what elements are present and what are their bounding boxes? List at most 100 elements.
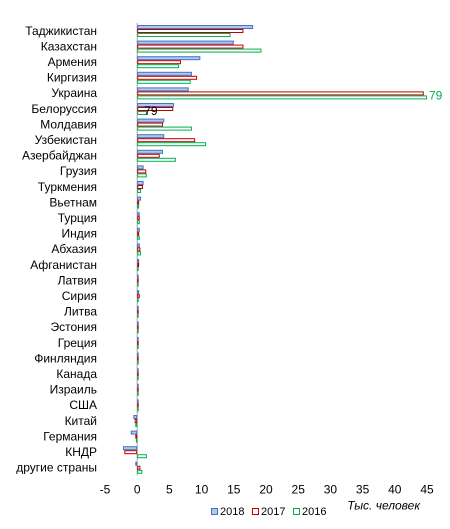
x-tick-label: 10: [195, 482, 209, 496]
x-tick-label: 20: [259, 482, 273, 496]
bar-2018-9: [137, 149, 163, 154]
legend-label-2017: 2017: [261, 506, 285, 518]
bar-2018-3: [137, 56, 201, 61]
category-label: Армения: [48, 55, 97, 69]
bar-2016-9: [137, 157, 176, 162]
bar-2018-19: [137, 305, 139, 310]
category-label: Литва: [64, 305, 97, 319]
bar-2018-17: [137, 274, 139, 279]
bar-2016-28: [137, 454, 147, 459]
bar-2018-23: [137, 368, 139, 373]
bar-2016-18: [137, 298, 139, 303]
category-label: Киргизия: [47, 71, 97, 85]
bar-2018-21: [137, 337, 139, 341]
category-label: Узбекистан: [35, 133, 97, 147]
bar-2016-17: [137, 282, 139, 287]
bar-2016-25: [137, 407, 139, 412]
bar-2017-2: [137, 44, 244, 49]
x-tick-label: 30: [324, 482, 338, 496]
data-label: 79: [429, 88, 443, 102]
bar-2016-22: [137, 360, 139, 365]
category-label: Индия: [62, 227, 97, 241]
bar-2017-4: [137, 75, 198, 80]
category-label: Сирия: [62, 289, 97, 303]
bar-2017-24: [137, 387, 139, 392]
bar-2017-28: [124, 450, 138, 455]
bar-2017-19: [137, 309, 139, 314]
bar-2017-8: [137, 138, 196, 143]
bar-2017-1: [137, 29, 244, 33]
bar-2016-29: [137, 469, 143, 474]
category-label: США: [69, 398, 97, 412]
bar-2017-3: [137, 60, 181, 65]
category-label: Китай: [65, 414, 97, 428]
bar-2016-5: [137, 95, 427, 100]
bar-2017-22: [137, 356, 139, 361]
bar-2018-1: [137, 25, 254, 29]
category-label: Финляндия: [34, 351, 97, 365]
bar-2016-23: [137, 376, 139, 381]
category-label: Канада: [56, 367, 97, 381]
bar-2018-7: [137, 118, 165, 123]
bar-2018-24: [137, 383, 139, 388]
bar-2017-12: [137, 200, 140, 205]
legend-label-2018: 2018: [220, 506, 244, 518]
bar-2017-5: [137, 91, 424, 96]
category-label: Германия: [43, 429, 97, 443]
bar-2017-11: [137, 185, 143, 189]
bar-2017-16: [137, 263, 140, 267]
legend-label-2016: 2016: [302, 506, 326, 518]
bar-2016-24: [137, 391, 139, 396]
bar-2018-11: [137, 181, 144, 185]
category-label: Азербайджан: [22, 149, 97, 163]
category-label: Молдавия: [40, 117, 97, 131]
bar-2016-19: [137, 313, 139, 318]
category-label: Турция: [58, 211, 97, 225]
bar-2018-5: [137, 87, 189, 92]
category-label: Латвия: [58, 273, 97, 287]
bar-2016-15: [137, 251, 142, 256]
bar-2016-1: [137, 33, 231, 37]
category-label: другие страны: [16, 461, 97, 475]
bar-2018-22: [137, 352, 139, 357]
bar-2016-6: [137, 111, 147, 115]
bar-2018-12: [137, 196, 142, 201]
bar-2017-10: [137, 169, 147, 174]
bar-2017-23: [137, 372, 139, 377]
bar-2016-11: [137, 189, 142, 193]
category-label: Греция: [58, 336, 97, 350]
bar-2016-4: [137, 79, 191, 84]
bar-2018-8: [137, 134, 165, 139]
bar-2018-29: [135, 461, 138, 466]
x-axis-unit-label: Тыс. человек: [347, 498, 421, 512]
category-label: Афганистан: [30, 258, 97, 272]
data-label: 79: [144, 104, 158, 118]
bar-2018-13: [137, 212, 140, 217]
x-tick-label: 25: [292, 482, 306, 496]
x-tick-label: 45: [420, 482, 434, 496]
bar-2017-21: [137, 341, 139, 345]
bar-2017-15: [137, 247, 141, 252]
bar-2017-18: [137, 294, 140, 299]
category-label: Израиль: [50, 383, 97, 397]
category-label: Казахстан: [41, 39, 97, 53]
bar-2018-6: [137, 103, 174, 107]
category-label: Эстония: [51, 320, 98, 334]
bar-2016-26: [135, 423, 138, 427]
x-tick-labels: -5 0 5 10 15 20 25 30 35 40 45: [100, 482, 434, 496]
category-label: КНДР: [65, 445, 97, 459]
bar-2016-3: [137, 64, 180, 69]
bar-2017-6: [137, 107, 174, 111]
legend-swatch-2017: [252, 508, 259, 515]
bar-2017-20: [137, 325, 139, 330]
category-label: Таджикистан: [25, 24, 97, 38]
bar-2018-2: [137, 40, 234, 45]
bar-2018-4: [137, 71, 192, 76]
x-tick-label: 15: [227, 482, 241, 496]
data-labels: 79 79: [144, 88, 442, 118]
bar-2016-16: [137, 267, 139, 271]
bar-2016-2: [137, 48, 262, 53]
bar-2016-20: [137, 329, 139, 334]
